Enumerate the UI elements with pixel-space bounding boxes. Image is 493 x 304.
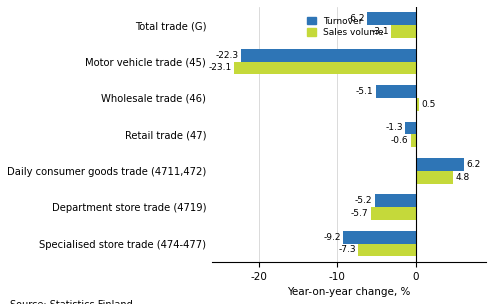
Bar bbox=[371, 207, 416, 220]
Text: 4.8: 4.8 bbox=[456, 173, 470, 181]
Bar bbox=[367, 12, 416, 25]
Text: -6.2: -6.2 bbox=[347, 14, 365, 23]
Bar bbox=[344, 231, 416, 244]
Text: 0.5: 0.5 bbox=[422, 100, 436, 109]
Bar bbox=[411, 134, 416, 147]
Text: -5.7: -5.7 bbox=[351, 209, 368, 218]
Text: Source: Statistics Finland: Source: Statistics Finland bbox=[10, 300, 133, 304]
Bar bbox=[391, 25, 416, 38]
Text: 6.2: 6.2 bbox=[466, 160, 481, 169]
X-axis label: Year-on-year change, %: Year-on-year change, % bbox=[287, 287, 411, 297]
Bar bbox=[375, 195, 416, 207]
Text: -7.3: -7.3 bbox=[338, 245, 356, 254]
Text: -3.1: -3.1 bbox=[371, 27, 389, 36]
Bar bbox=[235, 61, 416, 74]
Bar bbox=[376, 85, 416, 98]
Bar bbox=[416, 98, 420, 111]
Legend: Turnover, Sales volume: Turnover, Sales volume bbox=[307, 16, 384, 37]
Bar bbox=[405, 122, 416, 134]
Text: -0.6: -0.6 bbox=[391, 136, 409, 145]
Bar bbox=[241, 49, 416, 61]
Text: -22.3: -22.3 bbox=[215, 51, 239, 60]
Text: -23.1: -23.1 bbox=[209, 64, 232, 72]
Text: -9.2: -9.2 bbox=[323, 233, 341, 242]
Text: -5.2: -5.2 bbox=[355, 196, 372, 205]
Bar bbox=[416, 171, 453, 184]
Text: -1.3: -1.3 bbox=[386, 123, 403, 133]
Bar bbox=[416, 158, 464, 171]
Bar bbox=[358, 244, 416, 256]
Text: -5.1: -5.1 bbox=[355, 87, 373, 96]
